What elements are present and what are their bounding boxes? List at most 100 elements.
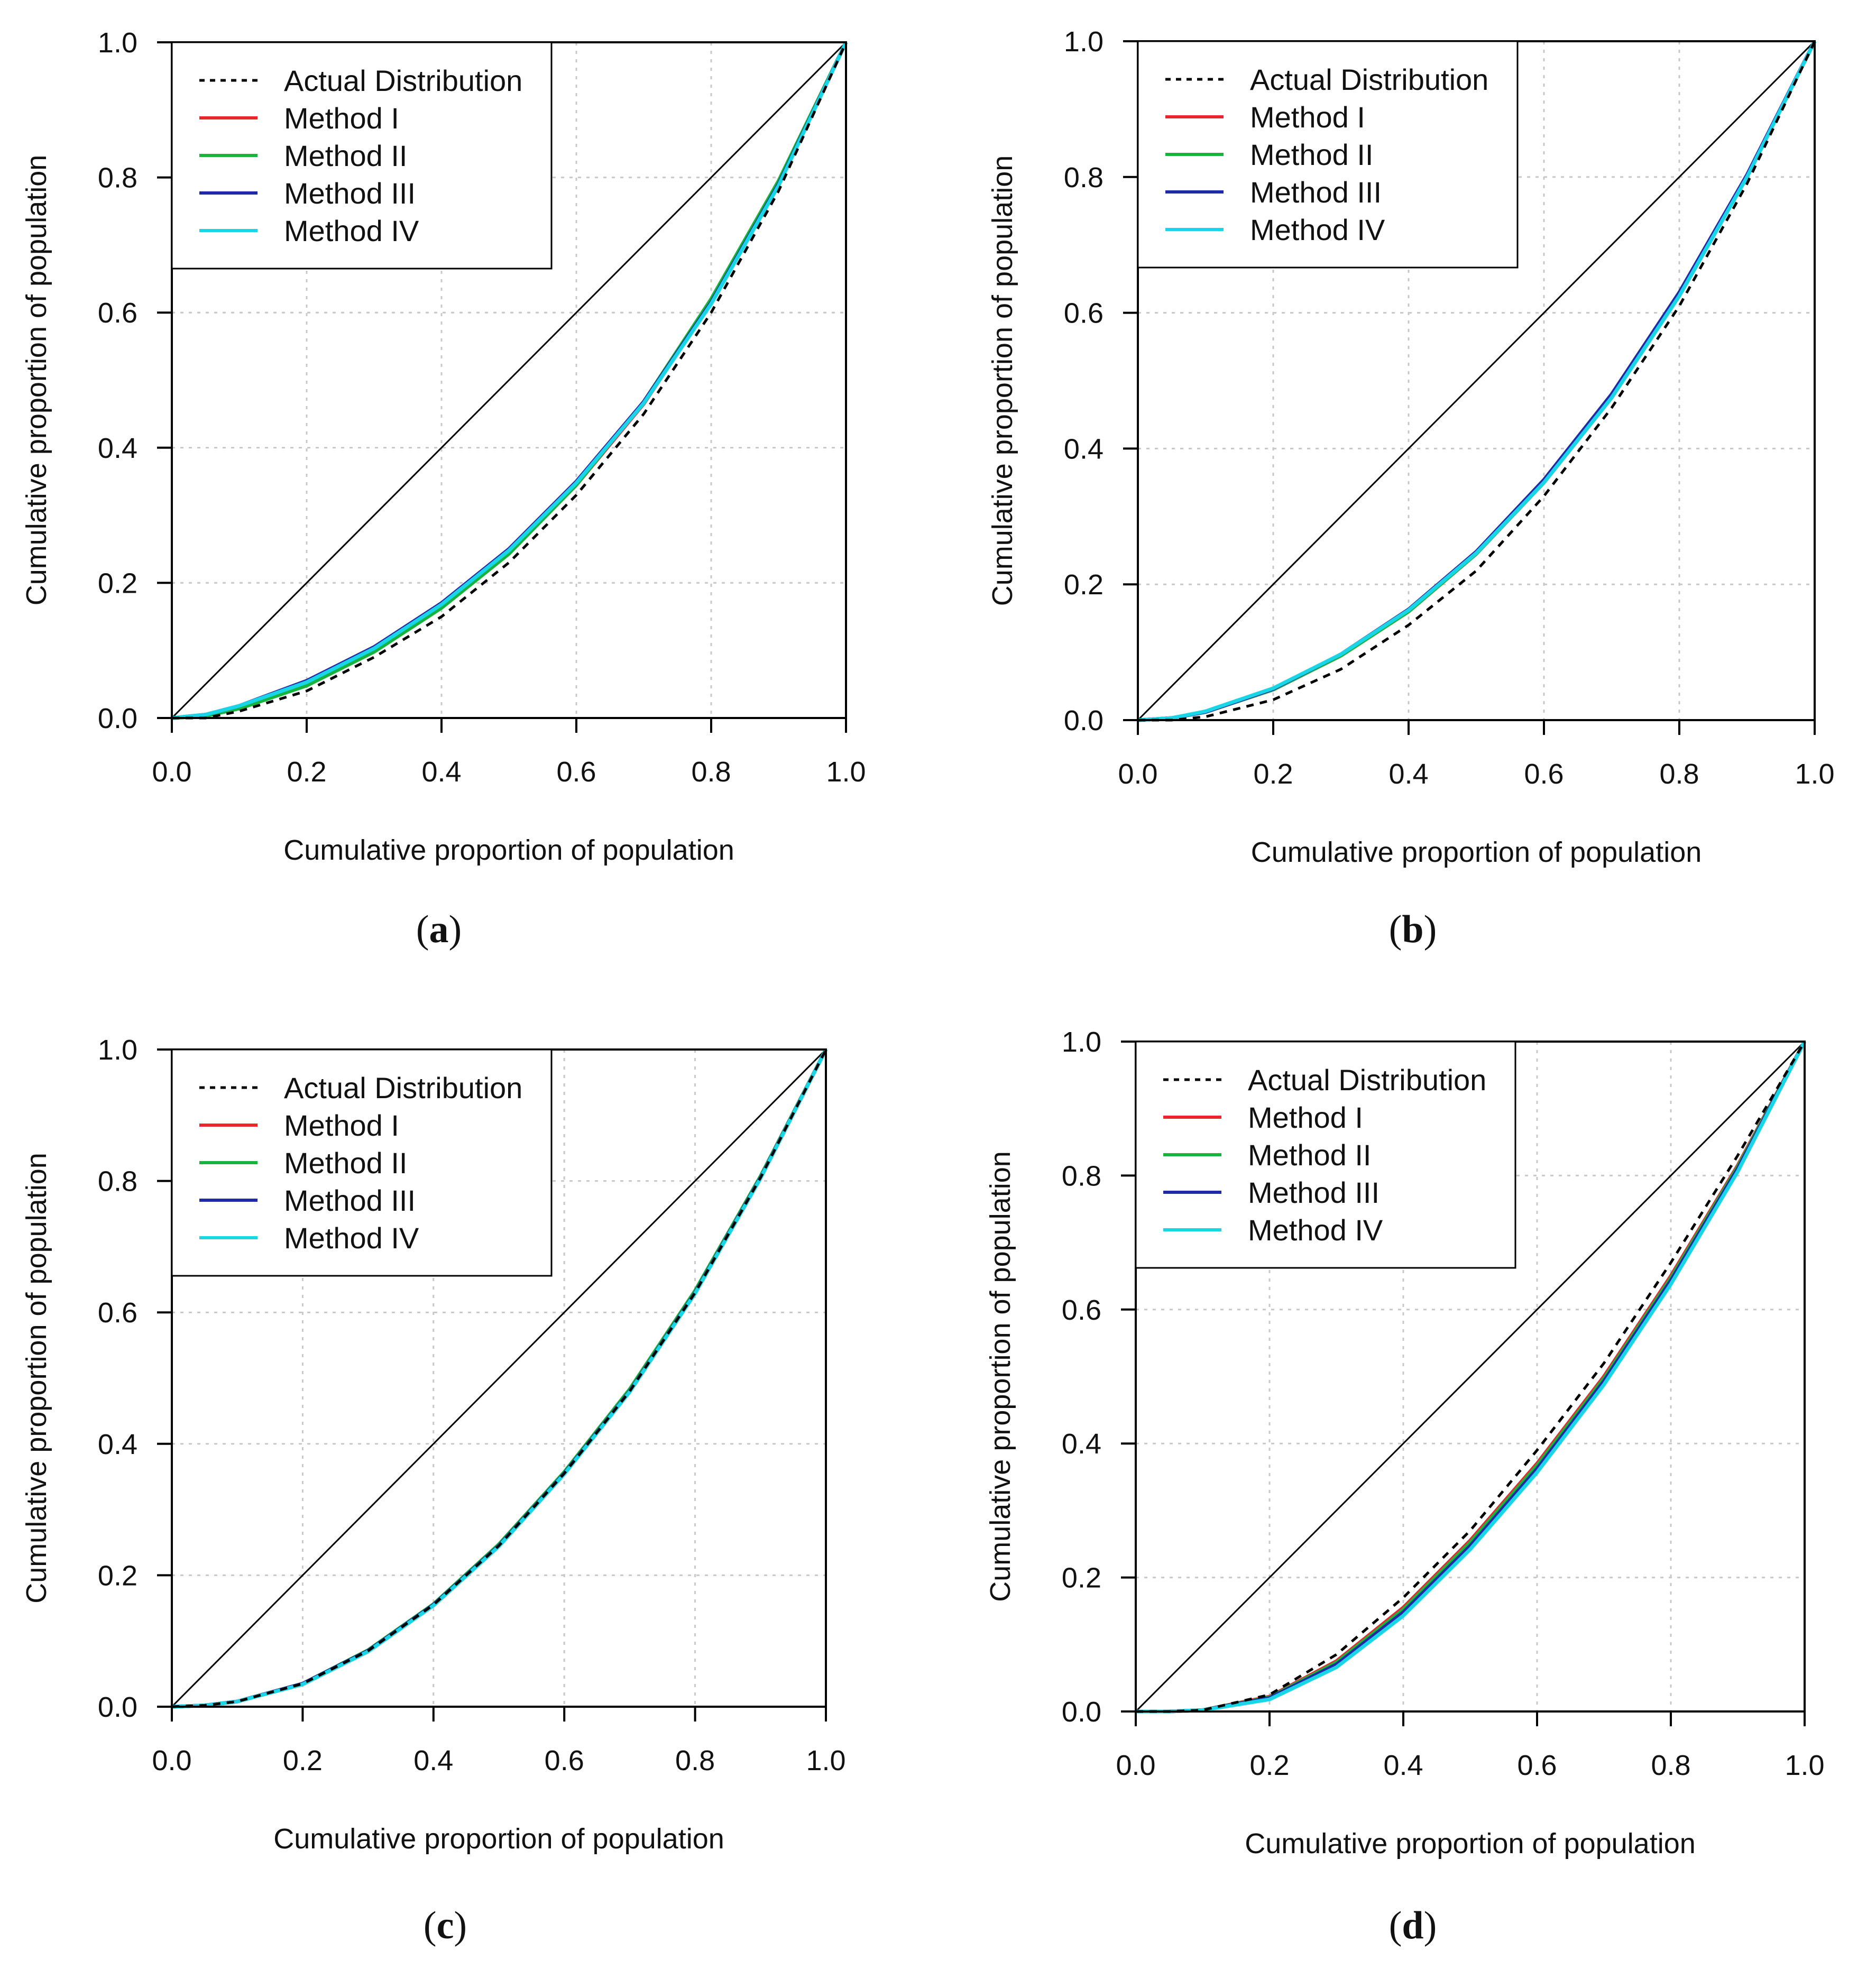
y-axis-label: Cumulative proportion of population: [987, 155, 1018, 606]
y-axis-label: Cumulative proportion of population: [21, 1153, 52, 1604]
y-tick-label: 0.6: [98, 297, 137, 329]
y-tick-label: 0.2: [98, 567, 137, 599]
legend-label: Method III: [1250, 176, 1382, 209]
y-tick-label: 0.4: [98, 432, 137, 464]
y-tick-label: 0.8: [1064, 162, 1103, 194]
legend: Actual Distribution Method I Method II Meth…: [1137, 40, 1519, 269]
x-tick-label: 0.4: [421, 756, 461, 788]
caption-letter: b: [1402, 908, 1423, 951]
x-tick-label: 0.8: [1651, 1750, 1690, 1781]
x-tick-label: 1.0: [826, 756, 866, 788]
equality-line: [171, 1048, 827, 1708]
y-tick-label: 0.4: [98, 1429, 137, 1460]
legend-label: Method II: [284, 139, 407, 172]
legend-label: Actual Distribution: [1250, 63, 1488, 96]
y-tick-label: 0.0: [1064, 705, 1103, 737]
x-tick-label: 1.0: [806, 1745, 845, 1777]
legend-label: Method I: [284, 102, 399, 135]
x-tick-label: 0.2: [1253, 758, 1293, 790]
caption-paren: ): [1424, 908, 1437, 951]
y-tick-label: 0.2: [1062, 1562, 1101, 1594]
y-tick-label: 0.0: [1062, 1696, 1101, 1728]
legend: Actual Distribution Method I Method II Meth…: [171, 1048, 553, 1277]
y-tick-label: 0.2: [1064, 569, 1103, 601]
chart-panel-a: 0.0 0.2 0.4 0.6 0.8 1.0 0.0 0.2 0.4 0.6 0.8 1.0 Cumu…: [21, 27, 866, 951]
y-tick-label: 0.0: [98, 1691, 137, 1723]
x-tick-label: 0.8: [1659, 758, 1699, 790]
series-line-actual-distribution: [1138, 40, 1816, 722]
equality-line: [171, 41, 847, 719]
x-tick-label: 0.2: [283, 1745, 323, 1777]
series-line-method-iv: [171, 41, 848, 720]
caption-paren: (: [416, 908, 429, 951]
legend: Actual Distribution Method I Method II Meth…: [171, 41, 553, 270]
y-tick-label: 1.0: [1064, 26, 1103, 58]
legend-label: Method II: [1248, 1138, 1371, 1172]
caption-letter: a: [429, 908, 449, 951]
legend-label: Method III: [1248, 1176, 1380, 1209]
series-line-actual-distribution: [171, 1048, 827, 1708]
y-tick-label: 1.0: [98, 27, 137, 59]
legend-label: Method IV: [1248, 1213, 1383, 1247]
legend-label: Actual Distribution: [284, 1071, 522, 1104]
x-tick-label: 0.6: [1524, 758, 1564, 790]
y-tick-label: 0.8: [98, 1166, 137, 1198]
caption-paren: (: [1389, 1904, 1402, 1947]
x-tick-label: 0.0: [152, 756, 191, 788]
y-axis-label: Cumulative proportion of population: [21, 155, 52, 606]
legend-label: Method III: [284, 1184, 416, 1217]
legend-label: Method IV: [284, 214, 419, 247]
caption-paren: ): [454, 1904, 467, 1947]
y-tick-label: 0.6: [1062, 1294, 1101, 1326]
x-tick-label: 0.4: [1388, 758, 1428, 790]
x-tick-label: 0.6: [556, 756, 596, 788]
y-tick-label: 1.0: [98, 1034, 137, 1066]
panel-caption: (b): [1389, 908, 1437, 951]
legend-label: Method II: [284, 1146, 407, 1180]
y-tick-label: 0.6: [98, 1297, 137, 1329]
x-tick-label: 0.4: [413, 1745, 453, 1777]
legend-label: Method I: [1248, 1101, 1363, 1134]
legend-label: Method I: [284, 1109, 399, 1142]
caption-paren: (: [1389, 908, 1402, 951]
x-tick-label: 0.0: [1118, 758, 1157, 790]
panel-caption: (d): [1389, 1904, 1437, 1947]
x-axis-label: Cumulative proportion of population: [1245, 1828, 1696, 1860]
x-tick-label: 0.2: [1249, 1750, 1289, 1781]
x-tick-label: 0.2: [287, 756, 326, 788]
legend-label: Actual Distribution: [1248, 1063, 1486, 1097]
x-tick-label: 0.8: [691, 756, 731, 788]
y-tick-label: 0.8: [98, 162, 137, 194]
caption-letter: c: [437, 1904, 454, 1947]
y-axis-label: Cumulative proportion of population: [985, 1151, 1016, 1602]
series-line-actual-distribution: [1136, 1041, 1806, 1713]
legend-label: Method III: [284, 177, 416, 210]
legend-label: Method IV: [284, 1221, 419, 1255]
x-tick-label: 0.6: [1517, 1750, 1557, 1781]
chart-panel-c: 0.0 0.2 0.4 0.6 0.8 1.0 0.0 0.2 0.4 0.6 0.8 1.0 Cumu…: [21, 1034, 846, 1947]
x-tick-label: 0.4: [1383, 1750, 1423, 1781]
series-line-method-iv: [1137, 40, 1817, 722]
caption-paren: ): [449, 908, 462, 951]
caption-paren: ): [1424, 1904, 1437, 1947]
y-tick-label: 1.0: [1062, 1026, 1101, 1058]
chart-panel-d: 0.0 0.2 0.4 0.6 0.8 1.0 0.0 0.2 0.4 0.6 0.8 1.0 Cumu…: [985, 1026, 1825, 1947]
legend-label: Method I: [1250, 100, 1365, 134]
x-axis-label: Cumulative proportion of population: [1251, 836, 1702, 868]
equality-line: [1135, 1041, 1806, 1713]
y-tick-label: 0.2: [98, 1560, 137, 1591]
x-tick-label: 0.6: [545, 1745, 584, 1777]
caption-letter: d: [1402, 1904, 1423, 1947]
y-tick-label: 0.4: [1064, 433, 1103, 465]
x-tick-label: 1.0: [1795, 758, 1834, 790]
panel-caption: (c): [424, 1904, 467, 1947]
x-axis-label: Cumulative proportion of population: [283, 834, 734, 866]
panel-caption: (a): [416, 908, 462, 951]
x-tick-label: 0.0: [152, 1745, 191, 1777]
y-tick-label: 0.6: [1064, 298, 1103, 329]
legend-label: Method II: [1250, 138, 1373, 171]
chart-panel-b: 0.0 0.2 0.4 0.6 0.8 1.0 0.0 0.2 0.4 0.6 0.8 1.0 Cumu…: [987, 26, 1835, 951]
legend-label: Actual Distribution: [284, 64, 522, 97]
x-tick-label: 0.0: [1116, 1750, 1155, 1781]
